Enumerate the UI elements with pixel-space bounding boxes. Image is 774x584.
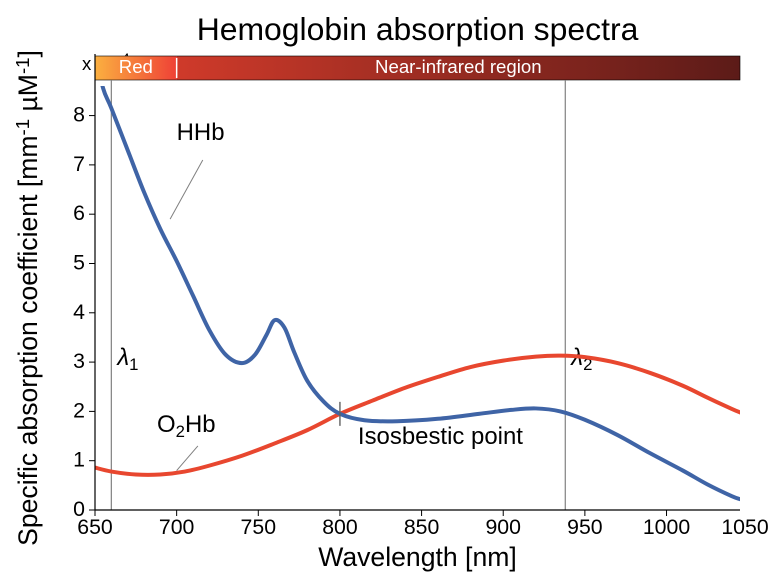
y-tick-label: 3 [73, 349, 85, 373]
lambda1-label: λ1 [115, 344, 138, 374]
x-tick-label: 850 [404, 515, 439, 539]
x-axis-label: Wavelength [nm] [318, 542, 517, 572]
region-red-label: Red [119, 56, 153, 77]
x-tick-label: 1000 [643, 515, 690, 539]
isosbestic-label: Isosbestic point [358, 423, 523, 450]
chart-title: Hemoglobin absorption spectra [197, 11, 639, 47]
y-tick-label: 2 [73, 398, 85, 422]
y-axis-label: Specific absorption coefficient [mm-1 µM… [12, 50, 43, 546]
x-tick-label: 950 [567, 515, 602, 539]
x-tick-label: 800 [322, 515, 357, 539]
y-tick-label: 0 [73, 497, 85, 521]
y-tick-label: 5 [73, 250, 85, 274]
y-tick-label: 7 [73, 152, 85, 176]
hhb-label: HHb [177, 119, 225, 146]
y-tick-label: 8 [73, 103, 85, 127]
x-tick-label: 1050 [721, 515, 768, 539]
hhb-leader [170, 160, 203, 219]
chart-container: Hemoglobin absorption spectrax 10-4RedNe… [0, 0, 774, 584]
o2hb-leader [177, 446, 198, 471]
y-tick-label: 4 [73, 300, 85, 324]
region-nir-label: Near-infrared region [375, 56, 542, 77]
x-tick-label: 700 [159, 515, 194, 539]
y-tick-label: 1 [73, 448, 85, 472]
x-tick-label: 900 [485, 515, 520, 539]
o2hb-label: O2Hb [157, 411, 216, 441]
x-tick-label: 750 [241, 515, 276, 539]
y-tick-label: 6 [73, 201, 85, 225]
